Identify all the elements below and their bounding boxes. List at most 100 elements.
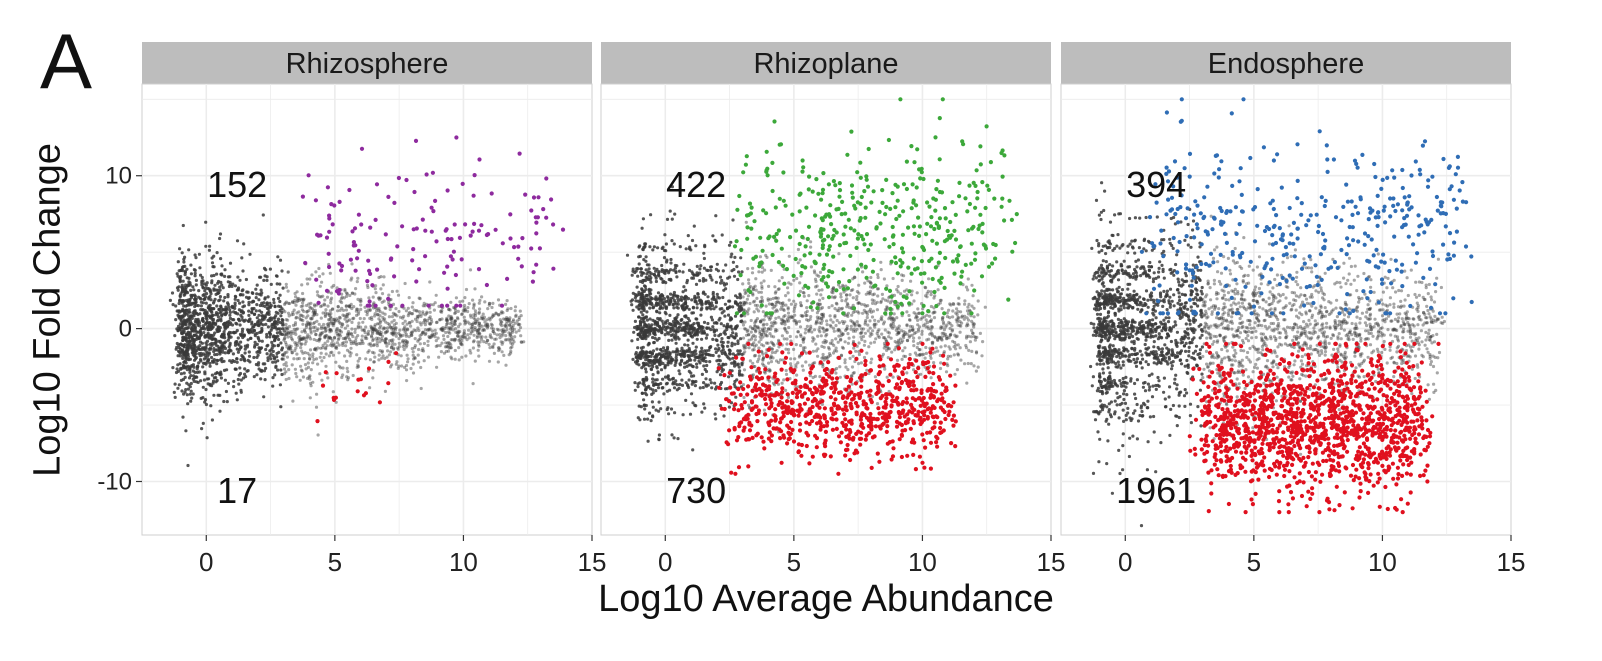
bg-point <box>943 344 947 348</box>
bg-point <box>846 332 850 336</box>
bg-point <box>263 378 267 382</box>
bg-point <box>378 314 382 318</box>
bg-point <box>206 328 210 332</box>
bg-point <box>300 349 304 353</box>
bg-point <box>405 339 409 344</box>
bg-point <box>880 332 884 336</box>
bg-point <box>963 302 967 306</box>
bg-point <box>490 323 494 327</box>
bg-point <box>352 305 356 309</box>
bg-point <box>643 407 647 411</box>
bg-point <box>411 301 415 305</box>
bg-point <box>390 327 394 331</box>
bg-point <box>255 283 259 287</box>
bg-point <box>175 272 179 276</box>
bg-point <box>678 363 683 367</box>
bg-point <box>911 327 915 331</box>
bg-point <box>215 348 219 352</box>
bg-point <box>302 357 306 361</box>
bg-point <box>655 310 659 314</box>
bg-point <box>690 353 694 358</box>
bg-point <box>226 351 230 355</box>
bg-point <box>356 326 360 330</box>
bg-point <box>222 359 226 363</box>
enriched-point <box>423 254 428 259</box>
bg-point <box>282 367 287 371</box>
bg-point <box>246 296 251 300</box>
bg-point <box>967 302 971 306</box>
bg-point <box>323 313 328 317</box>
bg-point <box>832 329 836 333</box>
bg-point <box>199 297 203 301</box>
bg-point <box>873 375 878 379</box>
bg-point <box>299 304 303 309</box>
enriched-point <box>324 235 330 240</box>
bg-point <box>659 382 663 386</box>
enriched-point <box>499 303 505 308</box>
bg-point <box>962 317 966 321</box>
bg-point <box>799 303 803 307</box>
bg-point <box>208 383 212 387</box>
bg-point <box>217 339 221 343</box>
enriched-point <box>445 188 450 193</box>
bg-point <box>321 330 325 334</box>
enriched-point <box>508 212 513 217</box>
enriched-point <box>400 303 405 308</box>
enriched-point <box>314 277 319 282</box>
bg-point <box>386 326 390 330</box>
bg-point <box>463 336 467 340</box>
bg-point <box>266 325 270 329</box>
bg-point <box>239 340 243 344</box>
bg-point <box>646 297 650 301</box>
bg-point <box>475 335 479 340</box>
bg-point <box>205 292 209 296</box>
bg-point <box>318 333 322 337</box>
bg-point <box>305 277 309 281</box>
bg-point <box>369 334 374 338</box>
bg-point <box>767 361 771 365</box>
bg-point <box>312 337 316 342</box>
bg-point <box>344 304 348 308</box>
bg-point <box>356 297 360 301</box>
bg-point <box>809 315 813 319</box>
bg-point <box>348 304 352 308</box>
bg-point <box>379 324 383 328</box>
bg-point <box>256 323 261 327</box>
bg-point <box>312 311 316 315</box>
bg-point <box>390 320 394 324</box>
bg-point <box>350 327 354 331</box>
bg-point <box>343 326 347 330</box>
bg-point <box>188 323 192 327</box>
bg-point <box>631 267 635 271</box>
bg-point <box>197 370 201 374</box>
bg-point <box>484 335 488 339</box>
bg-point <box>492 351 496 355</box>
bg-point <box>318 295 322 299</box>
bg-point <box>497 328 501 332</box>
bg-point <box>284 322 288 327</box>
bg-point <box>703 245 707 249</box>
bg-point <box>883 328 887 332</box>
bg-point <box>678 245 682 249</box>
enriched-point <box>541 207 546 212</box>
bg-point <box>235 357 239 361</box>
bg-point <box>397 341 401 345</box>
bg-point <box>327 354 331 358</box>
depleted-point <box>394 351 399 356</box>
bg-point <box>747 278 751 282</box>
bg-point <box>421 330 425 334</box>
bg-point <box>453 348 457 353</box>
bg-point <box>434 293 438 297</box>
bg-point <box>925 291 929 295</box>
bg-point <box>260 339 264 343</box>
bg-point <box>295 290 299 294</box>
bg-point <box>855 327 859 331</box>
bg-point <box>343 317 347 321</box>
bg-point <box>700 410 704 414</box>
bg-point <box>786 311 791 315</box>
bg-point <box>301 351 305 355</box>
bg-point <box>857 362 861 366</box>
bg-point <box>311 325 315 330</box>
bg-point <box>218 409 222 413</box>
bg-point <box>223 268 227 272</box>
